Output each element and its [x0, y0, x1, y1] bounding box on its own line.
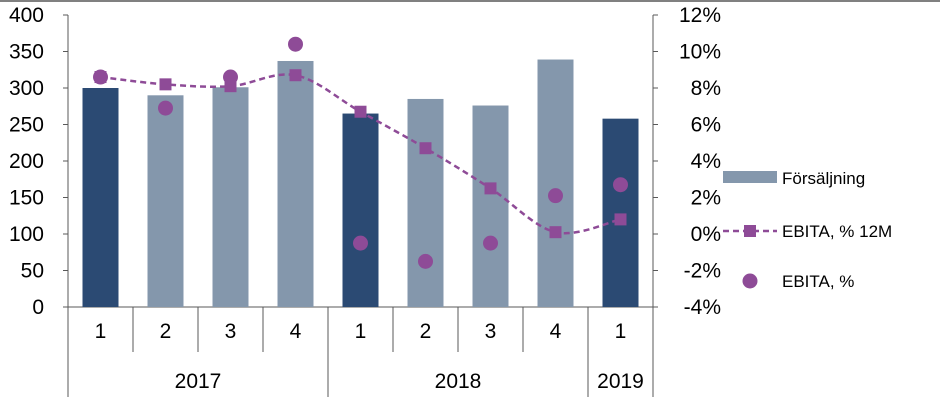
y-axis-right-tick-label: 2% — [691, 187, 721, 210]
y-axis-left-tick-label: 400 — [9, 4, 44, 27]
ebita-point — [93, 69, 108, 85]
x-axis-category-label: 3 — [485, 320, 497, 343]
ebita-12m-marker — [354, 105, 367, 118]
bar — [147, 95, 184, 307]
legend-label-ebita-12m: EBITA, % 12M — [782, 222, 892, 241]
ebita-12m-marker — [289, 69, 302, 82]
ebita-12m-marker — [484, 182, 497, 195]
x-axis-category-label: 1 — [95, 320, 107, 343]
axes-layer — [0, 0, 940, 397]
legend-swatch-forsaljning — [723, 171, 777, 183]
y-axis-right-tick-label: 4% — [691, 150, 721, 173]
y-axis-right-tick-label: 10% — [679, 41, 721, 64]
ebita-point — [483, 235, 498, 251]
bar — [407, 98, 444, 307]
ebita-point — [613, 177, 628, 193]
y-axis-right-tick-label: 8% — [691, 77, 721, 100]
legend-layer: Försäljning EBITA, % 12M EBITA, % — [723, 169, 892, 291]
legend-swatch-ebita-12m-marker — [744, 225, 756, 237]
y-axis-right-tick-label: 6% — [691, 114, 721, 137]
y-axis-left-tick-label: 350 — [9, 41, 44, 64]
line-layer — [94, 69, 627, 239]
x-axis-category-label: 4 — [550, 320, 562, 343]
legend-label-forsaljning: Försäljning — [782, 169, 865, 188]
y-axis-left-tick-label: 200 — [9, 150, 44, 173]
y-axis-left-tick-label: 100 — [9, 223, 44, 246]
bar — [342, 113, 379, 307]
bar — [472, 105, 509, 308]
bar — [277, 60, 314, 307]
legend-label-ebita: EBITA, % — [782, 272, 854, 291]
x-axis-category-label: 1 — [615, 320, 627, 343]
y-axis-right-tick-label: 12% — [679, 4, 721, 27]
y-axis-left-tick-label: 150 — [9, 187, 44, 210]
y-axis-left-tick-label: 300 — [9, 77, 44, 100]
x-axis-category-label: 4 — [290, 320, 302, 343]
x-axis-group-label: 2019 — [597, 370, 644, 393]
labels-layer: 0 50 100 150 200 250 300 350 400 -4% -2% 0% 2% 4% 6% 8%… — [9, 4, 721, 393]
ebita-12m-marker — [614, 213, 627, 226]
ebita-point — [288, 36, 303, 52]
ebita-point — [158, 100, 173, 116]
legend-swatch-ebita — [742, 273, 758, 289]
y-axis-right-tick-label: -4% — [684, 296, 721, 319]
bar — [537, 59, 574, 307]
y-axis-left-tick-label: 250 — [9, 114, 44, 137]
ebita-point — [223, 69, 238, 85]
y-axis-right-tick-label: 0% — [691, 223, 721, 246]
x-axis-category-label: 1 — [355, 320, 367, 343]
y-axis-right-tick-label: -2% — [684, 260, 721, 283]
ebita-12m-marker — [159, 78, 172, 91]
bar — [82, 88, 119, 307]
x-axis-category-label: 2 — [420, 320, 432, 343]
y-axis-left-tick-label: 50 — [21, 260, 44, 283]
bar — [602, 118, 639, 307]
x-axis-category-label: 3 — [225, 320, 237, 343]
x-axis-category-label: 2 — [160, 320, 172, 343]
bars-layer — [82, 59, 639, 308]
x-axis-group-label: 2018 — [435, 370, 482, 393]
x-axis-group-label: 2017 — [175, 370, 222, 393]
ebita-12m-marker — [549, 226, 562, 239]
ebita-12m-marker — [419, 142, 432, 155]
y-axis-left-tick-label: 0 — [32, 296, 44, 319]
bar — [212, 87, 249, 308]
ebita-point — [548, 188, 563, 204]
ebita-point — [353, 235, 368, 251]
ebita-point — [418, 253, 433, 269]
points-layer — [93, 36, 628, 269]
